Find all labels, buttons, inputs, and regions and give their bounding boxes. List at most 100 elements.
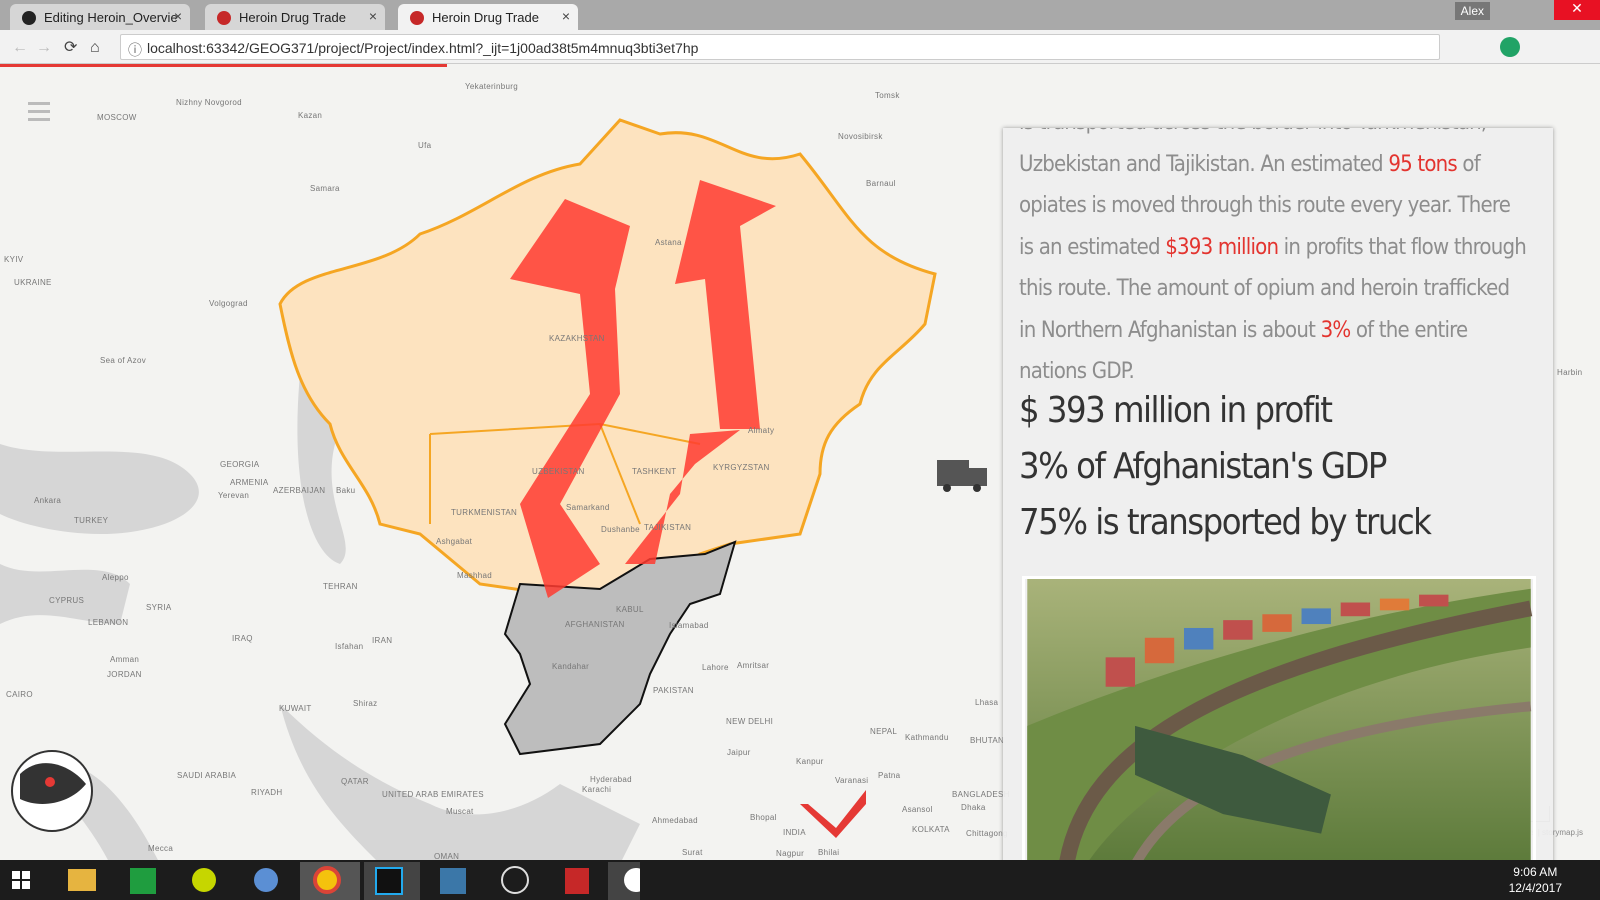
map-label: Ashgabat: [436, 537, 473, 546]
map-label: Kanpur: [796, 757, 824, 766]
map-label: Yerevan: [218, 491, 250, 500]
map-label: IRAN: [372, 636, 393, 645]
nav-buttons[interactable]: ← → ⟳ ⌂: [0, 30, 110, 64]
map-label: Astana: [655, 238, 682, 247]
map-label: Amman: [110, 655, 140, 664]
map-label: Shiraz: [353, 699, 378, 708]
map-label: Surat: [682, 848, 703, 857]
map-label: Novosibirsk: [838, 132, 883, 141]
map-label: Aleppo: [102, 573, 129, 582]
map-label: SAUDI ARABIA: [177, 771, 237, 780]
map-label: IRAQ: [232, 634, 253, 643]
url-field[interactable]: ⓘ localhost:63342/GEOG371/project/Project…: [120, 34, 1440, 60]
map-label: INDIA: [783, 828, 806, 837]
map-label: Dushanbe: [601, 525, 640, 534]
map-label: Ahmedabad: [652, 816, 698, 825]
highlight-text: $393 million: [1165, 234, 1279, 260]
svg-text:←: ←: [12, 39, 28, 56]
map-label: Hyderabad: [590, 775, 632, 784]
map-label: BANGLADESH: [952, 790, 1010, 799]
map-label: Islamabad: [669, 621, 709, 630]
map-label: Karachi: [582, 785, 612, 794]
map-label: OMAN: [434, 852, 460, 860]
map-label: TASHKENT: [632, 467, 677, 476]
map-label: NEPAL: [870, 727, 898, 736]
svg-text:→: →: [36, 39, 52, 56]
map-label: AFGHANISTAN: [565, 620, 625, 629]
story-text-segment: is transported across the border into Tu…: [1019, 128, 1487, 177]
map: Yekaterinburg Nizhny Novgorod MOSCOW Kazan T…: [0, 64, 1600, 860]
map-label: QATAR: [341, 777, 369, 786]
map-label: Ufa: [418, 141, 432, 150]
tab[interactable]: Heroin Drug Trade ×: [205, 4, 385, 30]
map-label: KOLKATA: [912, 825, 950, 834]
map-label: Kathmandu: [905, 733, 949, 742]
map-label: KAZAKHSTAN: [549, 334, 605, 343]
story-text-segment: in profits that flow through this route.…: [1019, 234, 1527, 343]
map-label: LEBANON: [88, 618, 129, 627]
map-label: Baku: [336, 486, 356, 495]
map-label: TURKMENISTAN: [451, 508, 518, 517]
taskbar-icons[interactable]: [0, 860, 640, 900]
clock[interactable]: 9:06 AM 12/4/2017: [1509, 864, 1562, 896]
profile-name[interactable]: Alex: [1454, 2, 1490, 20]
story-text-segment: of the entire nations GDP.: [1019, 317, 1468, 385]
map-label: Lahore: [702, 663, 729, 672]
highlight-text: 95 tons: [1388, 151, 1457, 177]
stat: $ 393 million in profit: [1019, 390, 1333, 431]
map-label: Bhopal: [750, 813, 777, 822]
close-button[interactable]: ✕: [1554, 0, 1600, 20]
map-label: Isfahan: [335, 642, 364, 651]
map-label: Sea of Azov: [100, 356, 146, 365]
extension-icon[interactable]: [1500, 37, 1520, 57]
map-label: Samara: [310, 184, 340, 193]
map-label: Asansol: [902, 805, 933, 814]
map-label: UKRAINE: [14, 278, 52, 287]
map-label: Ankara: [34, 496, 62, 505]
map-label: Amritsar: [737, 661, 770, 670]
map-label: RIYADH: [251, 788, 283, 797]
map-label: Mecca: [148, 844, 174, 853]
map-label: KYIV: [4, 255, 24, 264]
map-label: Kazan: [298, 111, 323, 120]
tab[interactable]: Editing Heroin_Overvie ×: [10, 4, 190, 30]
url-text: localhost:63342/GEOG371/project/Project/…: [147, 40, 699, 56]
story-text: is transported across the border into Tu…: [1019, 128, 1529, 393]
map-label: BHUTAN: [970, 736, 1005, 745]
svg-text:⌂: ⌂: [90, 39, 100, 56]
map-label: Jaipur: [727, 748, 751, 757]
map-label: Lhasa: [975, 698, 999, 707]
tab-title: Heroin Drug Trade: [432, 10, 539, 25]
map-label: SYRIA: [146, 603, 172, 612]
stat: 3% of Afghanistan's GDP: [1019, 446, 1387, 487]
tab-bar: Editing Heroin_Overvie × Heroin Drug Trad…: [0, 0, 1600, 30]
map-label: KYRGYZSTAN: [713, 463, 770, 472]
tab[interactable]: Heroin Drug Trade ×: [398, 4, 578, 30]
map-label: TURKEY: [74, 516, 109, 525]
svg-text:⟳: ⟳: [64, 39, 78, 56]
map-label: TEHRAN: [323, 582, 358, 591]
taskbar: 9:06 AM 12/4/2017: [0, 860, 1600, 900]
map-label: KUWAIT: [279, 704, 312, 713]
map-label: PAKISTAN: [653, 686, 694, 695]
map-label: UZBEKISTAN: [532, 467, 585, 476]
map-label: Patna: [878, 771, 901, 780]
story-panel: is transported across the border into Tu…: [1003, 128, 1553, 860]
map-label: ARMENIA: [230, 478, 269, 487]
map-label: Almaty: [748, 426, 775, 435]
map-label: Harbin: [1557, 368, 1583, 377]
tab-title: Heroin Drug Trade: [239, 10, 346, 25]
map-label: Chittagong: [966, 829, 1008, 838]
time: 9:06 AM: [1513, 865, 1558, 879]
map-label: KABUL: [616, 605, 644, 614]
story-text-segment: of opiates is moved through this route e…: [1019, 151, 1511, 260]
map-label: Mashhad: [457, 571, 493, 580]
map-label: Bhilai: [818, 848, 840, 857]
map-label: Samarkand: [566, 503, 610, 512]
map-label: JORDAN: [107, 670, 142, 679]
map-label: UNITED ARAB EMIRATES: [382, 790, 484, 799]
map-label: Yekaterinburg: [465, 82, 518, 91]
map-label: Nagpur: [776, 849, 805, 858]
map-label: MOSCOW: [97, 113, 137, 122]
